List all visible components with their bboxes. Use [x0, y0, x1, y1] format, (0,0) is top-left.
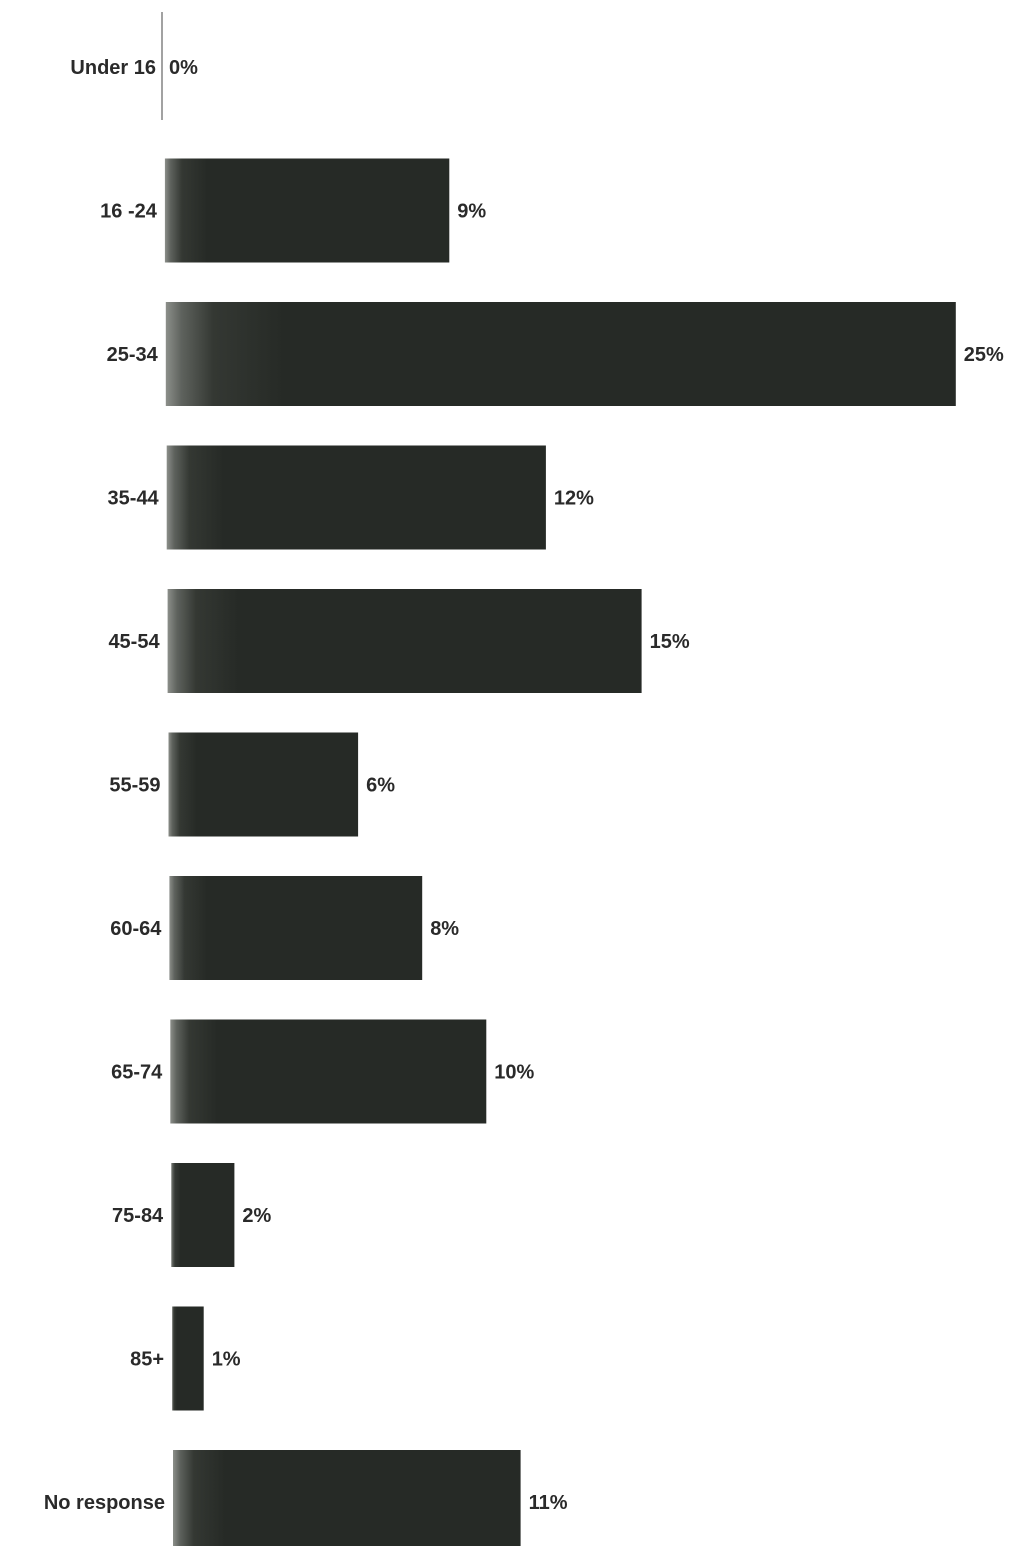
- category-label-65-74: 65-74: [111, 1062, 163, 1084]
- category-label-16-24: 16 -24: [100, 201, 158, 223]
- bar-75-84: [171, 1163, 235, 1267]
- bar-no-response: [173, 1450, 521, 1546]
- value-label-25-34: 25%: [964, 344, 1004, 366]
- bar-55-59: [168, 732, 359, 837]
- bar-row-35-44: 35-44 12%: [108, 445, 594, 550]
- category-label-25-34: 25-34: [107, 344, 159, 366]
- bar-row-no-response: No response 11%: [44, 1450, 568, 1546]
- value-label-45-54: 15%: [650, 631, 690, 653]
- category-label-no-response: No response: [44, 1492, 165, 1514]
- bar-35-44: [166, 445, 546, 550]
- bar-85: [172, 1306, 204, 1411]
- bar-row-65-74: 65-74 10%: [111, 1019, 535, 1124]
- category-label-75-84: 75-84: [112, 1205, 164, 1227]
- category-label-under-16: Under 16: [70, 57, 156, 79]
- bar-row-85: 85+ 1%: [130, 1306, 241, 1411]
- value-label-16-24: 9%: [457, 201, 486, 223]
- bar-row-16-24: 16 -24 9%: [100, 158, 486, 263]
- bar-25-34: [165, 302, 956, 406]
- bar-row-45-54: 45-54 15%: [108, 589, 690, 693]
- bar-row-75-84: 75-84 2%: [112, 1163, 272, 1267]
- bar-row-55-59: 55-59 6%: [109, 732, 395, 837]
- bars-layer: Under 16 0% 16 -24 9% 25-34 25% 35-44 12% 45-54 1…: [44, 57, 1004, 1546]
- category-label-55-59: 55-59: [109, 775, 160, 797]
- bar-65-74: [170, 1019, 487, 1124]
- value-label-65-74: 10%: [494, 1062, 534, 1084]
- value-label-no-response: 11%: [529, 1492, 568, 1514]
- bar-16-24: [164, 158, 450, 263]
- category-label-60-64: 60-64: [110, 918, 162, 940]
- value-label-under-16: 0%: [169, 57, 198, 79]
- category-label-45-54: 45-54: [108, 631, 160, 653]
- value-label-85: 1%: [212, 1349, 241, 1371]
- bar-60-64: [169, 876, 423, 980]
- value-label-60-64: 8%: [430, 918, 459, 940]
- value-label-55-59: 6%: [366, 775, 395, 797]
- category-label-35-44: 35-44: [108, 488, 160, 510]
- bar-row-60-64: 60-64 8%: [110, 876, 459, 980]
- bar-row-under-16: Under 16 0%: [70, 57, 198, 79]
- category-label-85: 85+: [130, 1349, 164, 1371]
- value-label-35-44: 12%: [554, 488, 594, 510]
- bar-row-25-34: 25-34 25%: [107, 302, 1004, 406]
- bar-45-54: [167, 589, 642, 693]
- value-label-75-84: 2%: [242, 1205, 271, 1227]
